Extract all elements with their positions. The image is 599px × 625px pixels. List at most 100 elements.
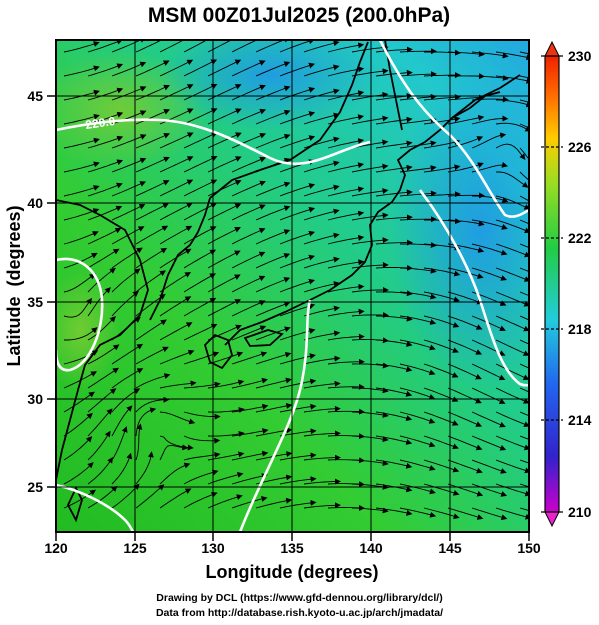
streamline — [327, 42, 365, 53]
streamline — [231, 450, 269, 461]
streamline — [231, 496, 268, 509]
y-tick-label: 30 — [27, 391, 43, 407]
streamline — [351, 362, 389, 369]
streamline — [471, 195, 509, 203]
streamline — [327, 333, 365, 341]
streamline — [351, 435, 389, 443]
streamline — [111, 290, 139, 317]
streamline — [87, 456, 113, 485]
streamline — [279, 499, 317, 509]
streamline — [399, 116, 437, 125]
streamline — [399, 483, 436, 495]
streamline — [279, 135, 316, 149]
streamline — [399, 507, 437, 518]
streamline — [303, 502, 341, 509]
streamline — [399, 190, 437, 197]
streamline — [183, 155, 218, 173]
streamline — [159, 380, 197, 389]
streamline — [87, 388, 117, 413]
streamline — [375, 239, 413, 246]
streamline — [183, 491, 218, 509]
streamline — [255, 277, 291, 293]
streamline — [471, 483, 508, 497]
streamline — [519, 267, 529, 272]
streamline — [183, 297, 217, 317]
streamline — [231, 156, 267, 173]
streamline — [207, 430, 245, 437]
streamline — [327, 114, 365, 125]
streamline — [159, 132, 194, 149]
streamline — [495, 507, 529, 520]
streamline — [279, 476, 317, 485]
contour-label: 220.0 — [84, 114, 116, 132]
streamline — [303, 40, 340, 53]
streamline — [399, 291, 437, 300]
streamline — [496, 171, 529, 188]
streamline — [327, 308, 365, 317]
streamline — [159, 40, 193, 53]
streamline — [519, 99, 529, 103]
streamline — [352, 387, 389, 394]
x-tick-label: 140 — [359, 540, 383, 556]
streamline — [63, 161, 100, 173]
streamline — [159, 248, 192, 269]
coastline-korea — [149, 197, 211, 321]
streamline — [87, 367, 119, 389]
streamline — [111, 204, 146, 221]
streamline — [279, 254, 315, 269]
streamline — [111, 368, 144, 389]
streamline — [183, 323, 218, 341]
streamline — [183, 273, 216, 293]
streamline — [255, 326, 291, 341]
streamline — [255, 61, 291, 77]
map-title: MSM 00Z01Jul2025 (200.0hPa) — [148, 4, 450, 27]
streamline — [495, 387, 529, 404]
streamline — [351, 188, 389, 197]
streamline — [183, 132, 218, 149]
colorbar-tick-label: 222 — [568, 230, 592, 246]
streamline — [447, 507, 484, 520]
streamline — [327, 283, 365, 293]
wind-streamlines — [63, 40, 529, 521]
streamline — [495, 363, 529, 381]
x-tick-label: 150 — [517, 540, 541, 556]
streamline — [351, 411, 389, 418]
y-tick-label: 40 — [27, 195, 43, 211]
streamline — [87, 287, 111, 317]
streamline — [375, 411, 413, 422]
streamline — [375, 189, 413, 197]
streamline — [399, 216, 437, 223]
streamline — [135, 346, 169, 365]
streamline — [519, 363, 529, 369]
streamline — [87, 182, 123, 197]
y-tick-label: 45 — [27, 88, 43, 104]
streamline — [519, 459, 529, 464]
streamline — [303, 112, 340, 125]
streamline — [63, 273, 96, 293]
streamline — [303, 380, 341, 389]
streamline — [519, 387, 529, 393]
streamline — [375, 339, 413, 347]
streamline — [135, 180, 170, 197]
streamline — [303, 478, 341, 485]
streamline — [183, 40, 217, 53]
tick-marks — [47, 95, 530, 541]
x-tick-label: 130 — [201, 540, 225, 556]
streamline — [183, 203, 217, 221]
streamline — [207, 451, 245, 461]
colorbar-tick-label: 214 — [568, 412, 592, 428]
colorbar-tick-label: 218 — [568, 321, 592, 337]
streamline — [519, 195, 529, 202]
streamline — [135, 203, 169, 221]
streamline — [375, 214, 413, 221]
streamline — [159, 488, 192, 509]
streamline — [159, 296, 192, 317]
streamline — [495, 195, 529, 210]
streamline — [63, 41, 100, 53]
streamline — [183, 59, 218, 77]
streamline — [279, 452, 317, 461]
streamline — [255, 133, 291, 149]
streamline — [519, 219, 529, 225]
streamline — [231, 251, 266, 269]
streamline — [447, 435, 483, 451]
